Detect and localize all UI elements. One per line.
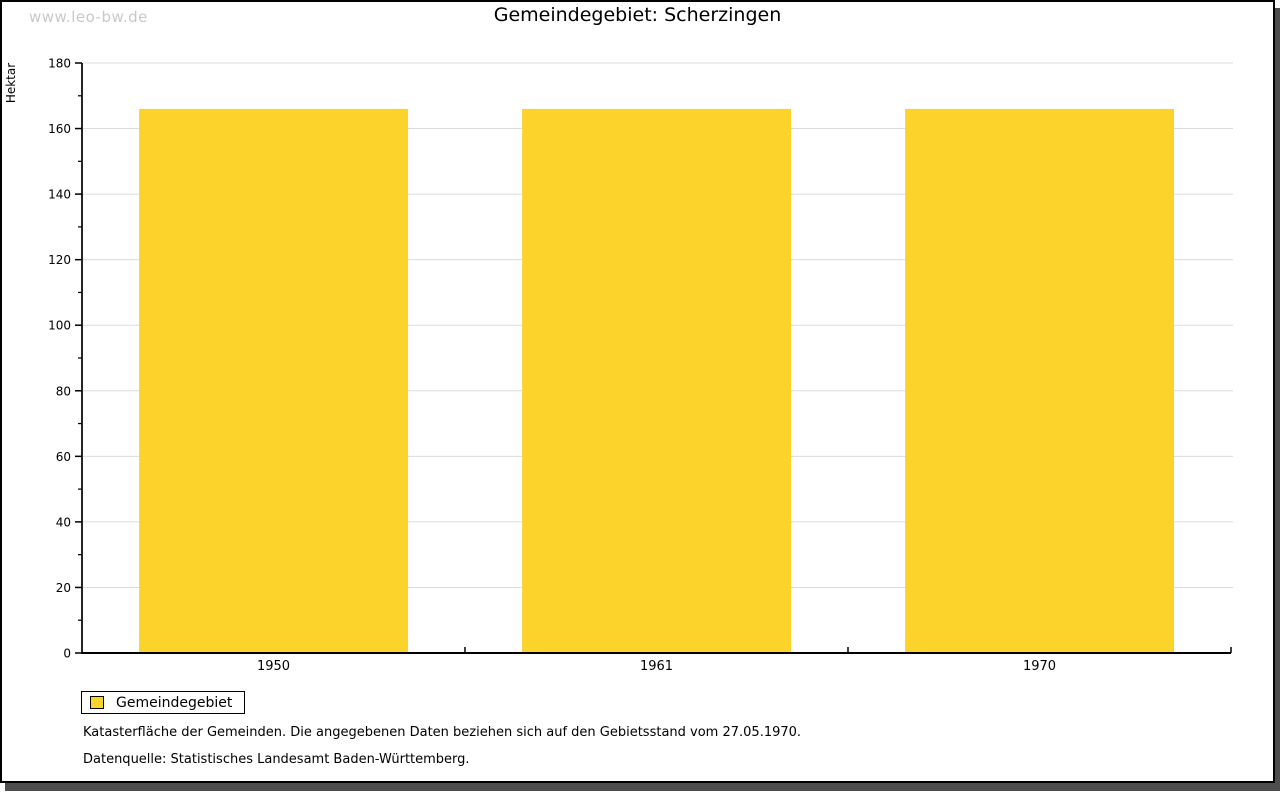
y-tick-label-60: 60 [56,450,71,464]
y-tick-label-160: 160 [48,122,71,136]
bar-1961 [522,108,791,653]
bar-1970 [905,108,1174,653]
legend-swatch [90,696,104,709]
y-tick-label-20: 20 [56,581,71,595]
footnote-source-note: Katasterfläche der Gemeinden. Die angege… [83,725,802,740]
y-tick-label-140: 140 [48,188,71,202]
chart-title: Gemeindegebiet: Scherzingen [493,4,782,26]
y-tick-label-180: 180 [48,57,71,71]
bar-1950 [139,108,408,653]
x-tick-label-1961: 1961 [640,659,673,674]
footnote-data-source: Datenquelle: Statistisches Landesamt Bad… [83,752,470,767]
x-tick-label-1970: 1970 [1023,659,1056,674]
legend: Gemeindegebiet [81,691,246,714]
x-tick-label-1950: 1950 [257,659,290,674]
y-tick-label-120: 120 [48,253,71,267]
watermark-leo-bw: www.leo-bw.de [29,8,148,26]
y-axis-title: Hektar [4,63,18,103]
y-tick-label-0: 0 [63,647,71,661]
legend-label: Gemeindegebiet [116,694,233,711]
y-tick-label-80: 80 [56,384,71,398]
y-tick-label-100: 100 [48,319,71,333]
y-tick-label-40: 40 [56,515,71,529]
